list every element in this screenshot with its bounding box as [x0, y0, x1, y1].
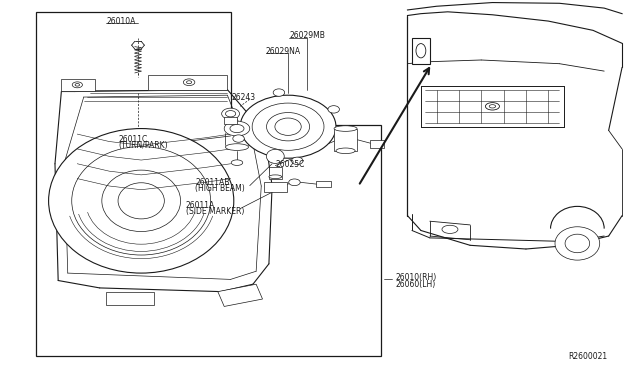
Ellipse shape [328, 106, 339, 113]
Text: 26010A: 26010A [106, 17, 136, 26]
Text: 26011A: 26011A [186, 201, 215, 210]
Ellipse shape [289, 179, 300, 186]
Bar [269, 167, 282, 179]
Ellipse shape [102, 170, 180, 231]
Ellipse shape [489, 105, 495, 108]
Text: 26243: 26243 [232, 93, 256, 102]
Ellipse shape [72, 82, 83, 88]
Ellipse shape [72, 147, 211, 255]
Ellipse shape [266, 149, 284, 163]
Ellipse shape [252, 103, 324, 150]
Text: 26011AB: 26011AB [195, 178, 230, 187]
Ellipse shape [291, 157, 303, 164]
Text: 26011C: 26011C [119, 135, 148, 144]
Polygon shape [218, 284, 262, 307]
Text: (SIDE MARKER): (SIDE MARKER) [186, 208, 244, 217]
Text: R2600021: R2600021 [568, 352, 607, 361]
Bar [224, 117, 237, 124]
Ellipse shape [275, 118, 301, 135]
Ellipse shape [225, 144, 248, 150]
Bar [316, 181, 332, 187]
Text: 26029NA: 26029NA [266, 47, 301, 56]
Ellipse shape [230, 125, 244, 133]
Ellipse shape [336, 148, 355, 154]
Ellipse shape [273, 89, 285, 96]
Ellipse shape [334, 126, 357, 131]
Ellipse shape [231, 160, 243, 166]
Text: (TURN/PARK): (TURN/PARK) [119, 141, 168, 151]
Ellipse shape [565, 234, 589, 253]
Ellipse shape [416, 44, 426, 58]
Ellipse shape [555, 227, 600, 260]
Ellipse shape [183, 79, 195, 86]
Ellipse shape [118, 183, 164, 219]
Ellipse shape [269, 175, 282, 179]
Bar [412, 38, 430, 64]
Ellipse shape [225, 110, 236, 117]
Polygon shape [106, 292, 154, 305]
Bar [370, 140, 384, 148]
Ellipse shape [221, 108, 239, 119]
Ellipse shape [266, 112, 310, 141]
Ellipse shape [240, 95, 336, 158]
Polygon shape [36, 12, 381, 356]
Polygon shape [61, 78, 95, 92]
Ellipse shape [233, 135, 244, 142]
Text: 26060(LH): 26060(LH) [396, 280, 436, 289]
Text: 26029MB: 26029MB [289, 31, 325, 41]
Polygon shape [148, 75, 227, 90]
Ellipse shape [75, 84, 79, 86]
Text: 26025C: 26025C [275, 160, 305, 169]
Ellipse shape [186, 81, 191, 84]
Ellipse shape [224, 121, 250, 136]
Bar [334, 129, 357, 151]
Text: (HIGH BEAM): (HIGH BEAM) [195, 185, 245, 193]
Ellipse shape [49, 129, 234, 273]
Ellipse shape [485, 103, 499, 110]
Text: 26010(RH): 26010(RH) [396, 273, 436, 282]
Bar [264, 182, 287, 192]
Ellipse shape [442, 225, 458, 234]
